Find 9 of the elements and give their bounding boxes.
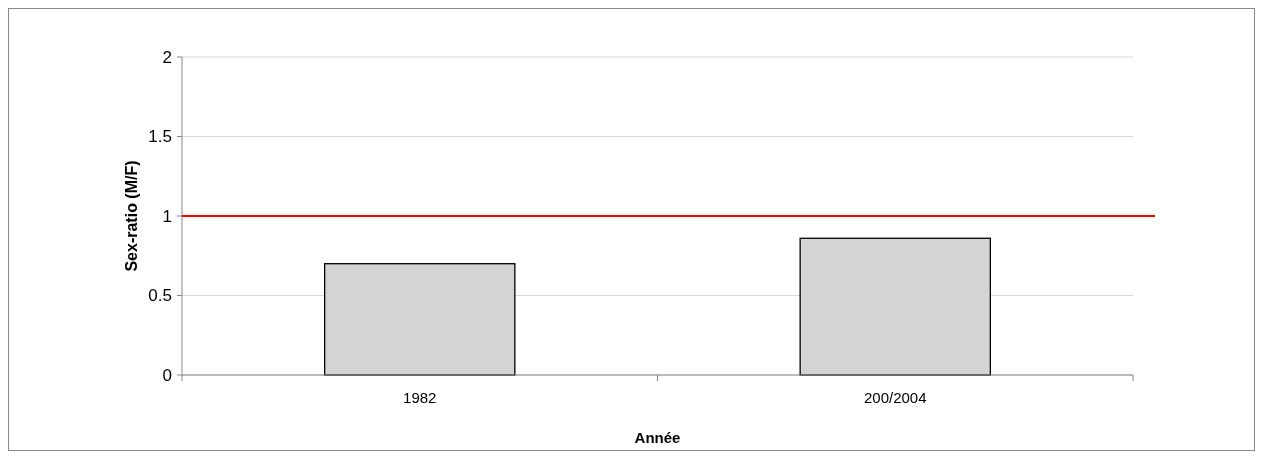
y-tick-label: 1: [162, 206, 172, 226]
x-tick-label: 200/2004: [863, 389, 927, 406]
y-tick-label: 1.5: [148, 127, 172, 147]
y-axis-title: Sex-ratio (M/F): [123, 160, 140, 272]
y-tick-label: 0.5: [148, 286, 172, 306]
x-tick-label: 1982: [403, 389, 437, 406]
y-tick-label: 0: [162, 365, 172, 385]
y-tick-label: 2: [162, 47, 172, 67]
x-axis-title: Année: [634, 429, 681, 446]
